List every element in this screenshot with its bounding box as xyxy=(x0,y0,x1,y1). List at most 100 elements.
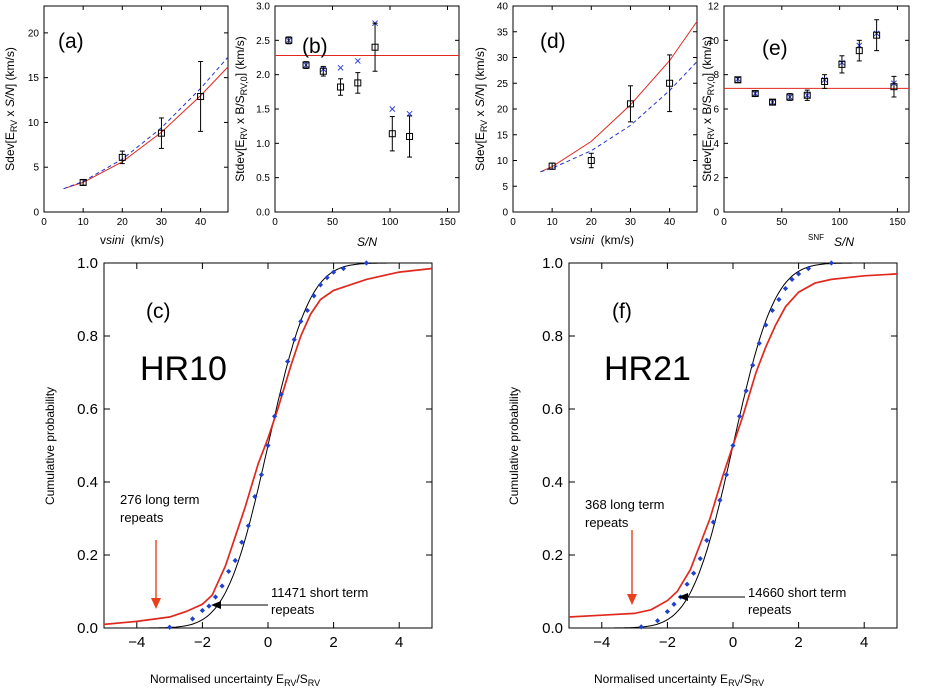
data-point xyxy=(890,83,898,91)
xtick-label: 150 xyxy=(439,217,456,228)
data-point xyxy=(118,153,126,161)
panel-f-label: (f) xyxy=(612,300,632,323)
panel-b: 0 50 100 150 0.0 0.5 1.0 1.5 2.0 2.5 3.0 (b) S/N S… xyxy=(233,2,460,249)
short-term-point xyxy=(340,265,347,272)
ytick-label: 25 xyxy=(497,79,509,90)
short-term-point xyxy=(278,391,284,397)
fit-curve xyxy=(540,61,698,173)
short-term-point xyxy=(769,307,775,314)
ytick-label: 12 xyxy=(708,2,720,13)
short-term-point xyxy=(710,519,716,525)
short-term-point xyxy=(258,472,265,478)
ytick-label: 2 xyxy=(713,173,719,184)
short-term-point xyxy=(654,618,661,624)
data-point xyxy=(302,61,310,69)
ytick-label: 0.0 xyxy=(542,620,563,637)
short-term-point xyxy=(704,537,710,543)
panel-f-ylabel: Cumulative probability xyxy=(507,387,521,505)
ytick-label: 3.0 xyxy=(256,2,270,13)
arrow-long-term-f-head xyxy=(627,594,637,605)
short-term-point xyxy=(245,523,251,529)
ytick-label: 0 xyxy=(713,208,719,219)
ytick-label: 5 xyxy=(33,163,39,174)
short-term-point xyxy=(324,275,330,281)
xtick-label: 10 xyxy=(78,217,90,228)
xtick-label: 4 xyxy=(395,634,403,651)
data-point xyxy=(319,67,327,75)
short-term-point xyxy=(317,282,324,288)
annotation-short-term-f: 14660 short term xyxy=(748,585,846,600)
panel-c: −4 −2 0 2 4 0.0 0.2 0.4 0.6 0.8 1.0 (c) HR10 276 l… xyxy=(43,255,433,688)
xtick-label: 40 xyxy=(664,217,676,228)
short-term-point xyxy=(717,497,723,503)
data-point xyxy=(873,31,881,39)
panel-a-ylabel: Sdev[ERV x S/N] (km/s) xyxy=(3,47,19,171)
short-term-point xyxy=(291,337,297,343)
data-point xyxy=(197,92,205,100)
panel-b-label: (b) xyxy=(302,35,328,58)
xtick-label: 2 xyxy=(794,634,802,651)
long-term-cdf-line xyxy=(103,267,433,626)
ytick-label: 1.0 xyxy=(77,255,98,272)
ytick-label: 10 xyxy=(497,156,509,167)
data-point xyxy=(626,100,634,108)
xtick-label: 0 xyxy=(264,634,272,651)
annotation-short-term-c: 11471 short term xyxy=(271,585,368,600)
xtick-label: −2 xyxy=(659,634,676,651)
xtick-label: 50 xyxy=(327,217,339,228)
xtick-label: 20 xyxy=(586,217,598,228)
data-point xyxy=(79,178,87,186)
short-term-point xyxy=(167,624,173,630)
ytick-label: 0.0 xyxy=(77,620,98,637)
xtick-label: 100 xyxy=(831,217,848,228)
xtick-label: 30 xyxy=(625,217,637,228)
short-term-point xyxy=(265,442,271,449)
short-term-point xyxy=(331,269,337,275)
ytick-label: 10 xyxy=(28,118,40,129)
xtick-label: −2 xyxy=(194,634,211,651)
short-term-point xyxy=(271,413,278,419)
ytick-label: 20 xyxy=(28,28,40,39)
short-term-point xyxy=(750,362,756,368)
short-term-point xyxy=(789,276,795,283)
ytick-label: 40 xyxy=(497,2,509,13)
ytick-label: 0.8 xyxy=(542,328,563,345)
fit-curve xyxy=(63,56,229,190)
panel-a-label: (a) xyxy=(58,30,84,53)
panel-c-xlabel: Normalised uncertainty ERV/SRV xyxy=(150,672,320,688)
short-term-point xyxy=(199,607,205,614)
panel-b-ylabel: Stdev[ERV x B/SRV,0] (km/s) xyxy=(233,36,249,181)
xtick-label: 40 xyxy=(195,217,207,228)
xtick-label: 4 xyxy=(860,634,868,651)
ytick-label: 0.2 xyxy=(77,547,98,564)
panel-e-xlabel: S/N xyxy=(834,235,854,249)
short-term-point xyxy=(756,340,762,346)
short-term-point xyxy=(697,556,703,562)
data-point xyxy=(803,91,811,99)
annotation-short-term-c-2: repeats xyxy=(271,602,315,617)
data-point xyxy=(734,76,742,84)
data-point xyxy=(666,79,674,87)
annotation-long-term-f: 368 long term xyxy=(585,497,665,512)
ytick-label: 8 xyxy=(713,70,719,81)
short-term-point xyxy=(212,594,219,600)
ytick-label: 0.2 xyxy=(542,547,563,564)
fit-curve xyxy=(540,21,698,173)
xtick-label: 2 xyxy=(329,634,337,651)
panel-d: 0 10 20 30 40 0 5 10 15 20 25 30 35 40 (d) vsini (km/… xyxy=(473,2,698,247)
short-term-point xyxy=(285,358,291,365)
short-term-point xyxy=(311,293,317,299)
ytick-label: 0 xyxy=(33,208,39,219)
xtick-label: 10 xyxy=(547,217,559,228)
data-point xyxy=(354,79,362,87)
data-point xyxy=(406,132,414,140)
ytick-label: 2.0 xyxy=(256,70,270,81)
ytick-label: 0.5 xyxy=(256,173,270,184)
short-term-point xyxy=(763,322,769,328)
xtick-label: 100 xyxy=(382,217,399,228)
annotation-long-term-c-2: repeats xyxy=(120,510,164,525)
panel-c-ylabel: Cumulative probability xyxy=(43,387,57,505)
data-point xyxy=(769,98,777,106)
data-point xyxy=(855,47,863,55)
xtick-label: 30 xyxy=(156,217,168,228)
